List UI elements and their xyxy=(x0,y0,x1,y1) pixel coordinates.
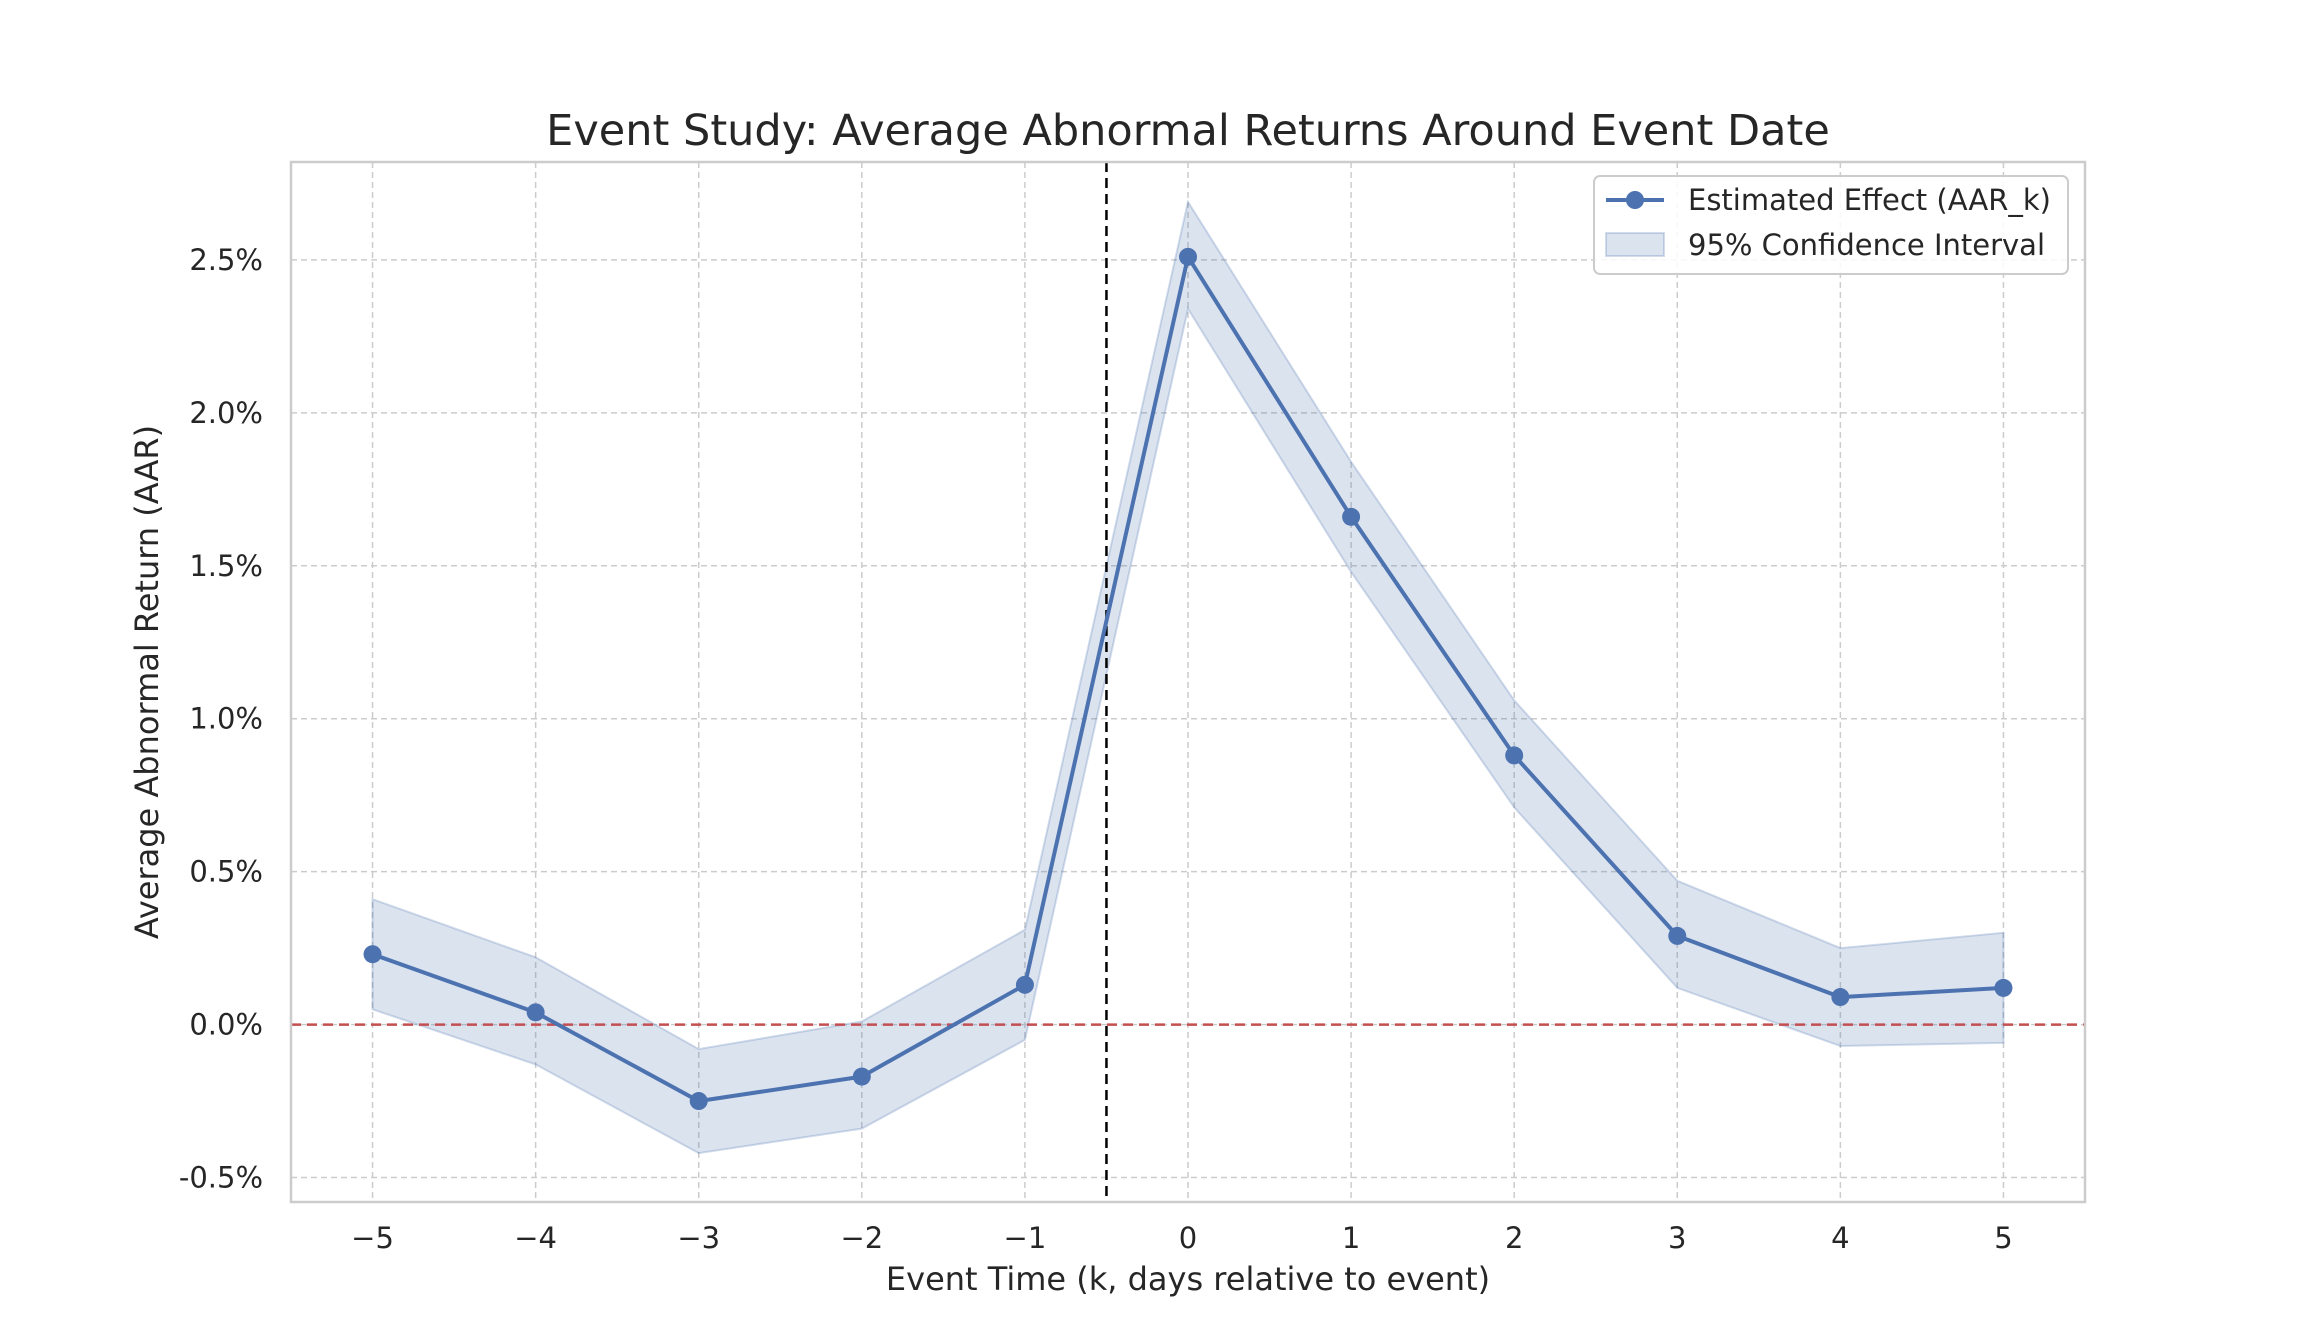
x-tick-label: −5 xyxy=(351,1221,394,1255)
legend-marker-swatch xyxy=(1626,191,1644,209)
aar-data-point xyxy=(1179,247,1197,266)
legend-label-aar: Estimated Effect (AAR_k) xyxy=(1688,183,2051,217)
aar-data-point xyxy=(1668,926,1687,945)
x-tick-label: 0 xyxy=(1179,1221,1197,1255)
legend: Estimated Effect (AAR_k) 95% Confidence … xyxy=(1593,175,2069,275)
legend-label-ci: 95% Confidence Interval xyxy=(1688,228,2045,262)
x-tick-label: −1 xyxy=(1004,1221,1047,1255)
y-tick-label: 0.0% xyxy=(189,1008,263,1042)
aar-data-point xyxy=(852,1067,871,1086)
legend-band-swatch xyxy=(1605,232,1665,257)
aar-data-point xyxy=(1342,507,1361,526)
confidence-interval-band xyxy=(371,199,2005,1155)
aar-data-point xyxy=(1831,988,1850,1007)
y-axis-label: Average Abnormal Return (AAR) xyxy=(128,425,166,939)
y-tick-label: 2.0% xyxy=(189,396,263,430)
aar-data-point xyxy=(363,945,382,964)
y-tick-label: 2.5% xyxy=(189,243,263,277)
aar-data-point xyxy=(689,1092,708,1111)
vertical-gridlines xyxy=(371,162,2005,1202)
y-tick-label: 1.0% xyxy=(189,702,263,736)
x-tick-label: 5 xyxy=(1994,1221,2012,1255)
plot-frame xyxy=(289,160,2087,1204)
x-tick-label: 4 xyxy=(1831,1221,1849,1255)
x-axis-ticks: −5 −4 −3 −2 −1 0 1 2 3 4 5 xyxy=(351,1221,2013,1255)
x-tick-label: −2 xyxy=(840,1221,883,1255)
y-tick-label: -0.5% xyxy=(179,1161,263,1195)
aar-data-point xyxy=(1994,978,2013,997)
aar-series-points xyxy=(363,247,2013,1111)
y-tick-label: 0.5% xyxy=(189,855,263,889)
y-axis-ticks: -0.5% 0.0% 0.5% 1.0% 1.5% 2.0% 2.5% xyxy=(179,243,263,1195)
x-axis-label: Event Time (k, days relative to event) xyxy=(886,1260,1490,1298)
x-tick-label: −3 xyxy=(677,1221,720,1255)
x-tick-label: −4 xyxy=(514,1221,557,1255)
x-tick-label: 2 xyxy=(1505,1221,1523,1255)
chart-title: Event Study: Average Abnormal Returns Ar… xyxy=(546,106,1830,156)
aar-data-point xyxy=(1015,975,1034,994)
x-tick-label: 3 xyxy=(1668,1221,1686,1255)
y-tick-label: 1.5% xyxy=(189,549,263,583)
aar-data-point xyxy=(526,1003,545,1022)
legend-frame xyxy=(1593,175,2069,275)
x-tick-label: 1 xyxy=(1342,1221,1360,1255)
aar-data-point xyxy=(1505,746,1524,765)
